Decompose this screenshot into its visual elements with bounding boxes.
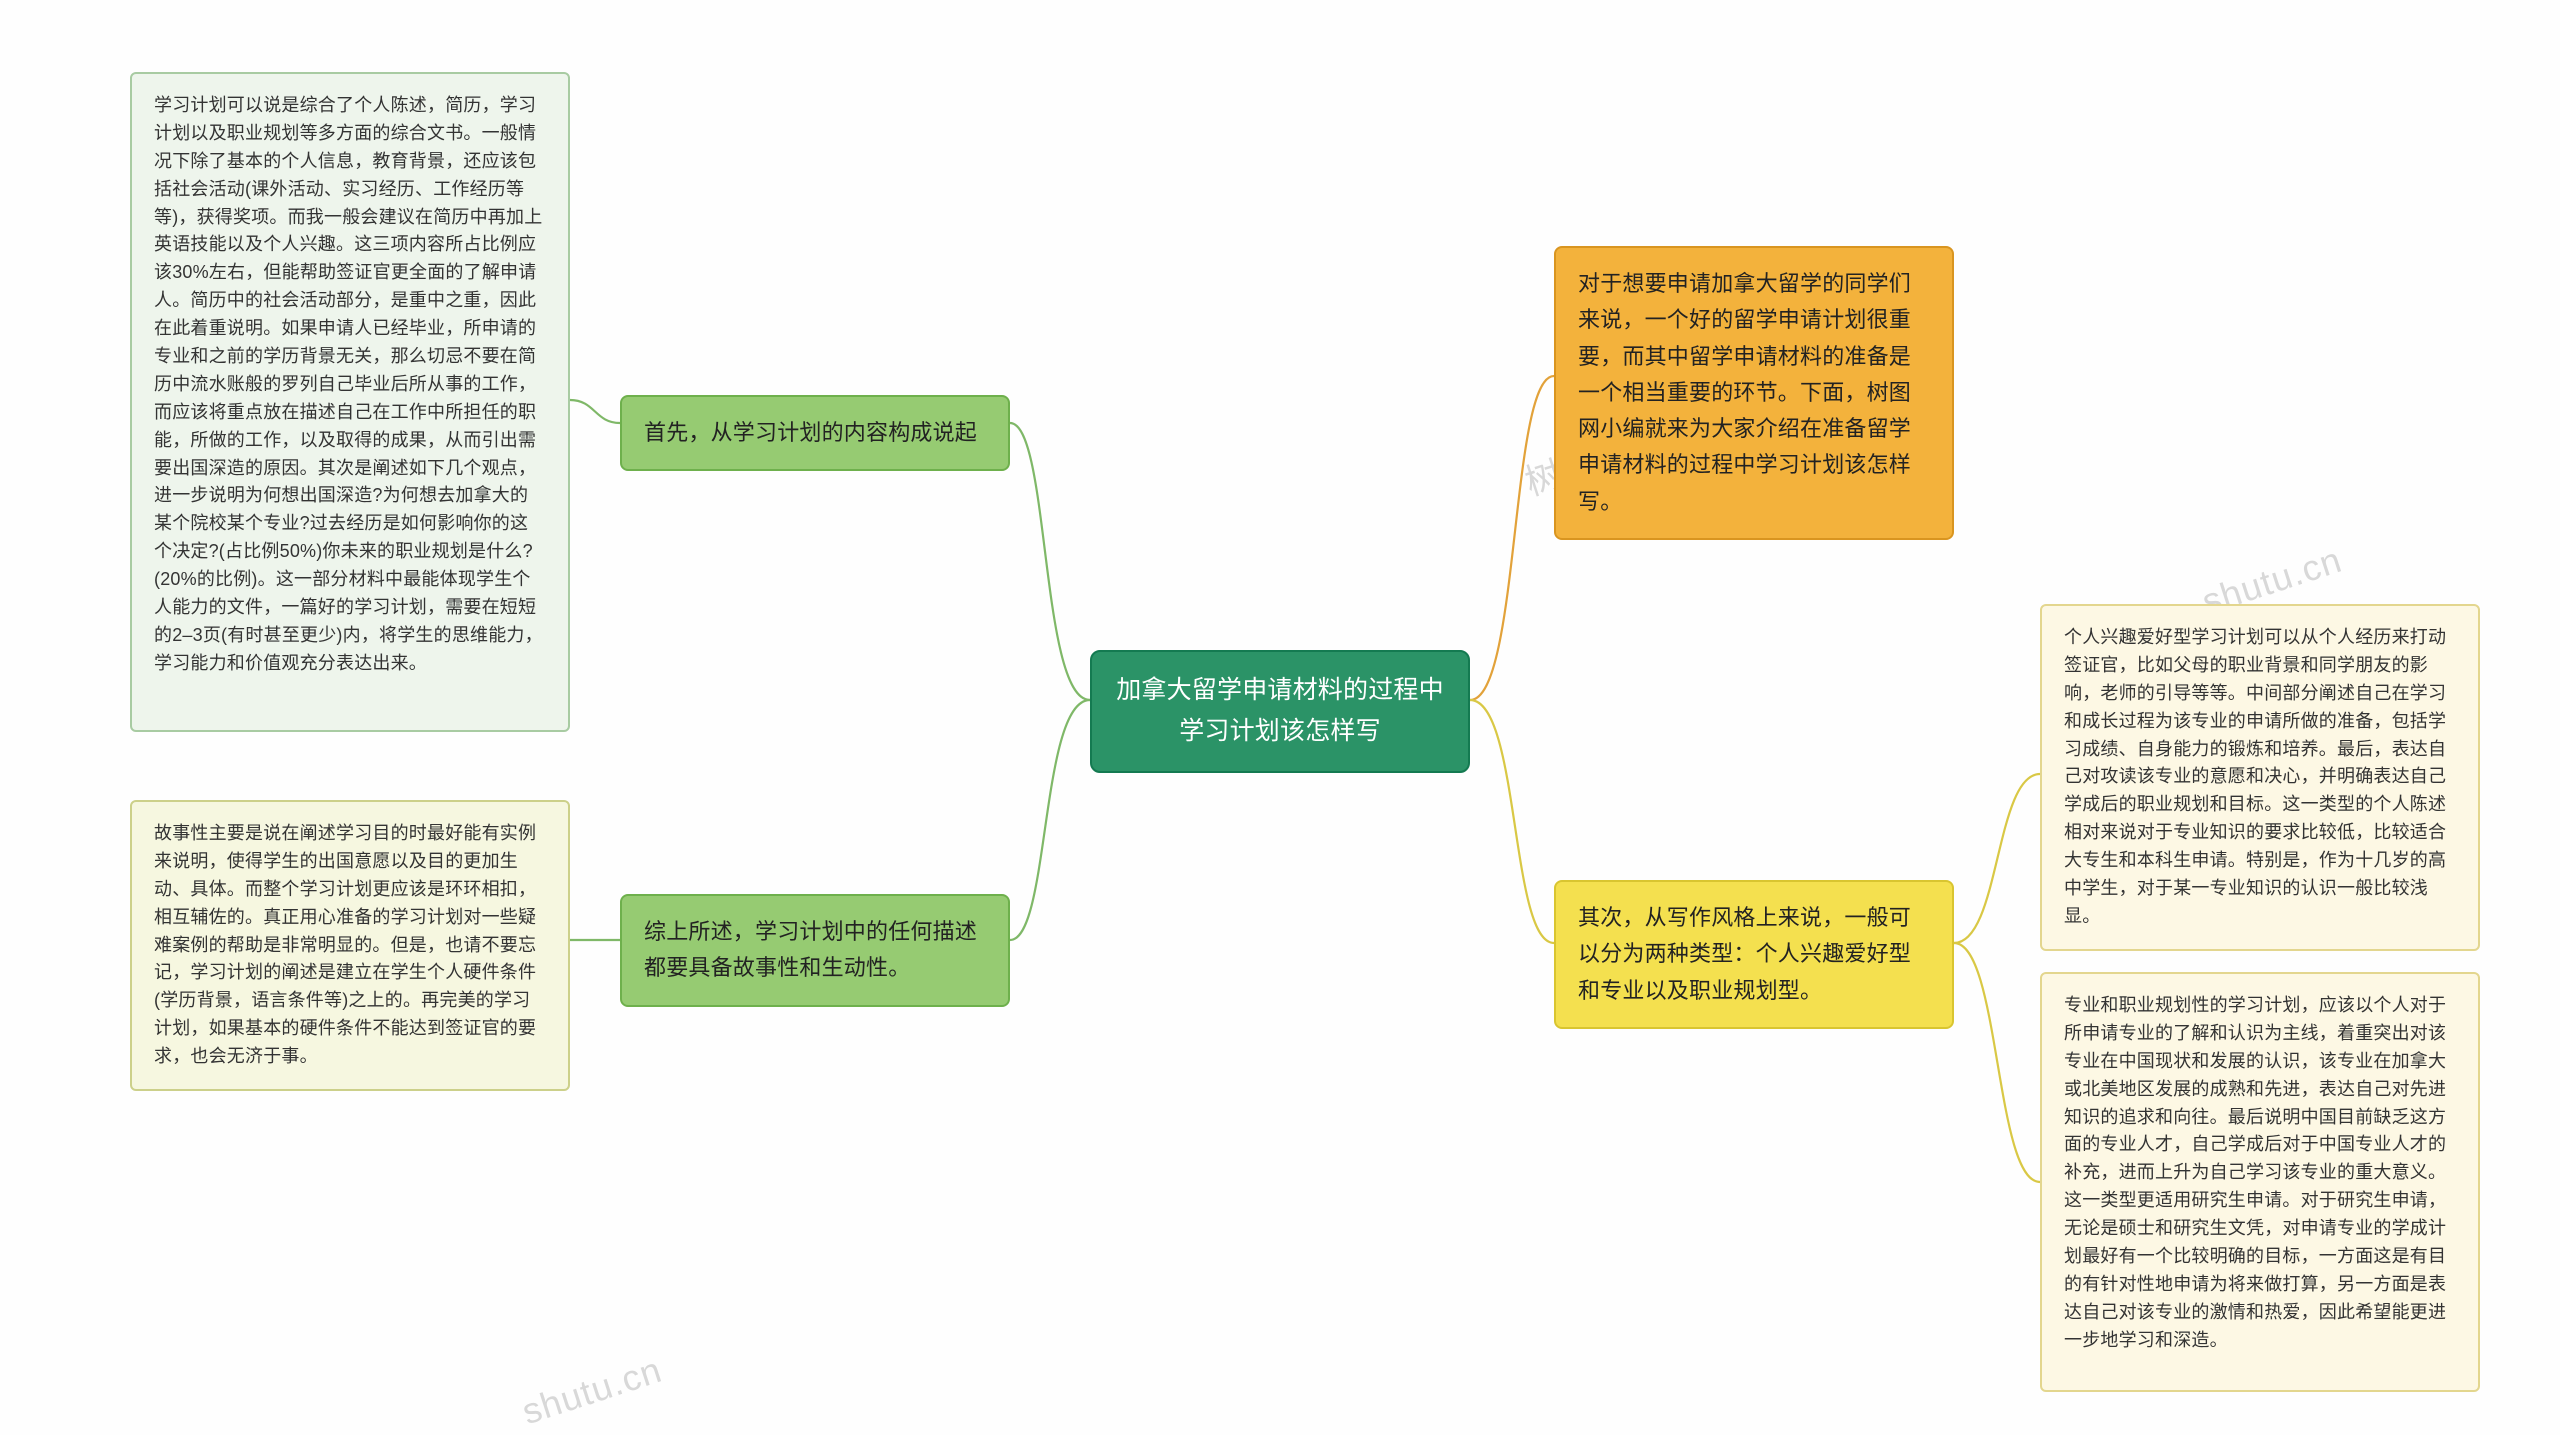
leaf-node-2[interactable]: 故事性主要是说在阐述学习目的时最好能有实例来说明，使得学生的出国意愿以及目的更加… (130, 800, 570, 1091)
leaf-node-1[interactable]: 学习计划可以说是综合了个人陈述，简历，学习计划以及职业规划等多方面的综合文书。一… (130, 72, 570, 732)
branch-node-1[interactable]: 首先，从学习计划的内容构成说起 (620, 395, 1010, 471)
leaf-node-4[interactable]: 专业和职业规划性的学习计划，应该以个人对于所申请专业的了解和认识为主线，着重突出… (2040, 972, 2480, 1392)
root-node[interactable]: 加拿大留学申请材料的过程中学习计划该怎样写 (1090, 650, 1470, 773)
watermark: shutu.cn (517, 1349, 667, 1433)
branch-node-3[interactable]: 对于想要申请加拿大留学的同学们来说，一个好的留学申请计划很重要，而其中留学申请材… (1554, 246, 1954, 540)
mindmap-canvas: shutu.cn 树图 shutu.cn shutu.cn shutu.cn 加… (0, 0, 2560, 1435)
leaf-node-3[interactable]: 个人兴趣爱好型学习计划可以从个人经历来打动签证官，比如父母的职业背景和同学朋友的… (2040, 604, 2480, 951)
branch-node-4[interactable]: 其次，从写作风格上来说，一般可以分为两种类型：个人兴趣爱好型和专业以及职业规划型… (1554, 880, 1954, 1029)
branch-node-2[interactable]: 综上所述，学习计划中的任何描述都要具备故事性和生动性。 (620, 894, 1010, 1007)
